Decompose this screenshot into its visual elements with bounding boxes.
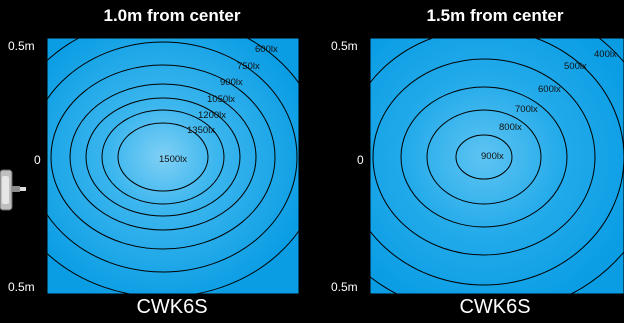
contour-750lx [47,41,298,273]
panel-1-label-1350: 1350lx [187,125,215,136]
panel-1-field [47,38,299,294]
panel-1-label-900: 900lx [220,77,243,88]
panel-1-footer: CWK6S [136,296,208,318]
panel-2-label-600: 600lx [538,84,561,95]
panel-1-label-750: 750lx [237,61,260,72]
panel-1-y-top-label: 0.5m [8,39,35,53]
panel-2-contours [370,38,624,294]
panel-1-label-1050: 1050lx [207,94,235,105]
panel-2-label-500: 500lx [564,61,587,72]
panel-1-contours [47,38,299,294]
contour-600lx [372,58,596,256]
panel-2-title: 1.5m from center [426,6,564,25]
contour-1050lx [69,83,257,231]
contour-1200lx [85,97,241,217]
contour-700lx [400,86,568,228]
panel-2-y-bottom-label: 0.5m [331,280,358,294]
panel-2-field [370,38,624,294]
panel-1-label-1500: 1500lx [159,154,187,165]
panel-1-y-mid-label: 0 [34,153,41,167]
panel-2-footer: CWK6S [459,296,531,318]
panel-2-y-mid-label: 0 [357,153,364,167]
contour-500lx [370,38,624,286]
panel-1-label-600: 600lx [255,44,278,55]
panel-2-y-top-label: 0.5m [331,39,358,53]
panel-1-title: 1.0m from center [103,6,241,25]
contour-900lx [50,64,276,250]
contour-1350lx [101,109,225,205]
light-fixture-icon [0,169,26,211]
contour-900lx [455,134,513,180]
panel-2-label-800: 800lx [499,122,522,133]
panel-1-y-bottom-label: 0.5m [8,280,35,294]
panel-2-label-700: 700lx [515,104,538,115]
panel-2-label-900: 900lx [481,151,504,162]
panel-2-label-400: 400lx [594,49,617,60]
contour-1500lx [117,122,209,192]
contour-800lx [426,109,542,205]
panel-1-label-1200: 1200lx [198,110,226,121]
